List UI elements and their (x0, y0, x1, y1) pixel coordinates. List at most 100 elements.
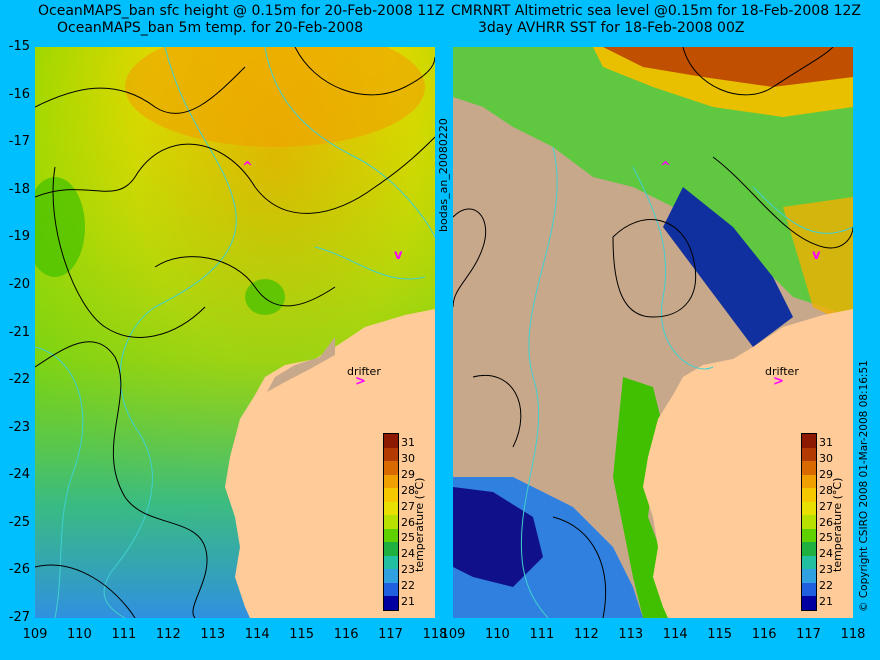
colorbar-swatch (384, 596, 398, 611)
colorbar-swatch (384, 569, 398, 584)
left-green-patch-2 (245, 279, 285, 315)
x-tick-label: 116 (333, 627, 359, 642)
colorbar-swatch (384, 555, 398, 570)
x-tick-label: 115 (289, 627, 315, 642)
colorbar-swatch (384, 515, 398, 530)
colorbar-swatch (384, 488, 398, 503)
colorbar-swatch (802, 596, 816, 611)
colorbar-swatch (384, 582, 398, 597)
colorbar-tick-label: 30 (401, 451, 415, 465)
x-tick-label: 114 (244, 627, 270, 642)
colorbar-swatch (802, 542, 816, 557)
y-tick-label: -19 (8, 229, 30, 245)
y-tick-label: -22 (8, 372, 30, 388)
colorbar-tick-label: 29 (401, 467, 415, 481)
right-title-line2: 3day AVHRR SST for 18-Feb-2008 00Z (478, 20, 745, 36)
left-title-line2: OceanMAPS_ban 5m temp. for 20-Feb-2008 (57, 20, 364, 36)
left-altimetry-contours (35, 47, 435, 618)
colorbar-swatch (384, 447, 398, 462)
x-tick-label: 109 (440, 627, 466, 642)
colorbar-swatch (802, 461, 816, 476)
colorbar-tick-label: 21 (401, 595, 415, 608)
center-run-label: bodas_an_20080220 (437, 118, 450, 232)
colorbar-swatch (384, 528, 398, 543)
colorbar-swatch (802, 528, 816, 543)
colorbar-tick-label: 28 (819, 483, 833, 497)
left-title-line1: OceanMAPS_ban sfc height @ 0.15m for 20-… (38, 3, 445, 19)
right-altimetry-contours (520, 146, 853, 618)
y-tick-label: -27 (8, 610, 30, 625)
copyright-label: © Copyright CSIRO 2008 01-Mar-2008 08:16… (858, 360, 870, 612)
colorbar-swatch (802, 447, 816, 462)
colorbar-tick-label: 26 (401, 515, 415, 529)
left-drifter-label: drifter (347, 365, 381, 378)
y-tick-label: -18 (8, 181, 30, 197)
colorbar-swatch (802, 474, 816, 489)
right-colorbar (801, 433, 817, 611)
colorbar-tick-label: 27 (401, 499, 415, 513)
colorbar-swatch (384, 474, 398, 489)
left-green-patch (35, 177, 85, 277)
colorbar-tick-label: 23 (819, 563, 833, 577)
colorbar-tick-label: 29 (819, 467, 833, 481)
right-north-hot (603, 47, 853, 87)
right-map-panel (453, 47, 853, 618)
right-north-sst (453, 47, 853, 317)
right-drifter-track: ^ (660, 160, 671, 175)
left-drifter-track: ^ (242, 160, 253, 175)
right-title-line1: CMRNRT Altimetric sea level @0.15m for 1… (451, 3, 861, 19)
left-land-cloud (267, 337, 335, 392)
colorbar-swatch (802, 515, 816, 530)
colorbar-tick-label: 30 (819, 451, 833, 465)
x-tick-label: 110 (67, 627, 92, 642)
left-sfc-height-contours (35, 47, 435, 618)
y-tick-label: -23 (8, 419, 30, 435)
x-tick-label: 114 (662, 627, 688, 642)
left-drifter-track-2: v (394, 248, 403, 263)
x-tick-label: 112 (573, 627, 599, 642)
right-drifter-label: drifter (765, 365, 799, 378)
colorbar-tick-label: 24 (401, 547, 415, 561)
right-south-dark (453, 487, 543, 587)
colorbar-swatch (384, 501, 398, 516)
y-tick-label: -24 (8, 467, 30, 483)
colorbar-swatch (384, 542, 398, 557)
left-colorbar (383, 433, 399, 611)
x-tick-label: 118 (840, 627, 866, 642)
colorbar-swatch (384, 461, 398, 476)
left-land-mass (225, 309, 435, 618)
left-map-panel (35, 47, 435, 618)
right-drifter-track-2: v (812, 248, 821, 263)
right-land-mass (643, 309, 853, 618)
right-mid-east (783, 197, 853, 327)
x-tick-label: 112 (155, 627, 181, 642)
x-tick-label: 109 (22, 627, 48, 642)
x-tick-label: 117 (378, 627, 403, 642)
colorbar-tick-label: 25 (401, 531, 415, 545)
right-drifter-arrow: > (773, 374, 784, 389)
colorbar-swatch (802, 488, 816, 503)
colorbar-tick-label: 31 (401, 436, 415, 449)
colorbar-swatch (802, 501, 816, 516)
colorbar-tick-label: 26 (819, 515, 833, 529)
y-tick-label: -17 (8, 134, 30, 150)
x-tick-label: 110 (485, 627, 510, 642)
x-tick-label: 116 (751, 627, 777, 642)
colorbar-swatch (802, 555, 816, 570)
colorbar-tick-label: 31 (819, 436, 833, 449)
x-tick-label: 113 (200, 627, 226, 642)
colorbar-tick-label: 21 (819, 595, 833, 608)
colorbar-swatch (802, 569, 816, 584)
colorbar-tick-label: 28 (401, 483, 415, 497)
colorbar-swatch (802, 434, 816, 449)
colorbar-tick-label: 27 (819, 499, 833, 513)
right-cold-band (663, 187, 793, 347)
left-warm-patch (125, 47, 425, 147)
right-sfc-height-contours (453, 47, 853, 618)
x-tick-label: 111 (111, 627, 137, 642)
colorbar-tick-label: 23 (401, 563, 415, 577)
y-tick-label: -21 (8, 324, 30, 340)
x-tick-label: 113 (618, 627, 644, 642)
x-tick-label: 115 (707, 627, 733, 642)
x-tick-label: 117 (796, 627, 821, 642)
